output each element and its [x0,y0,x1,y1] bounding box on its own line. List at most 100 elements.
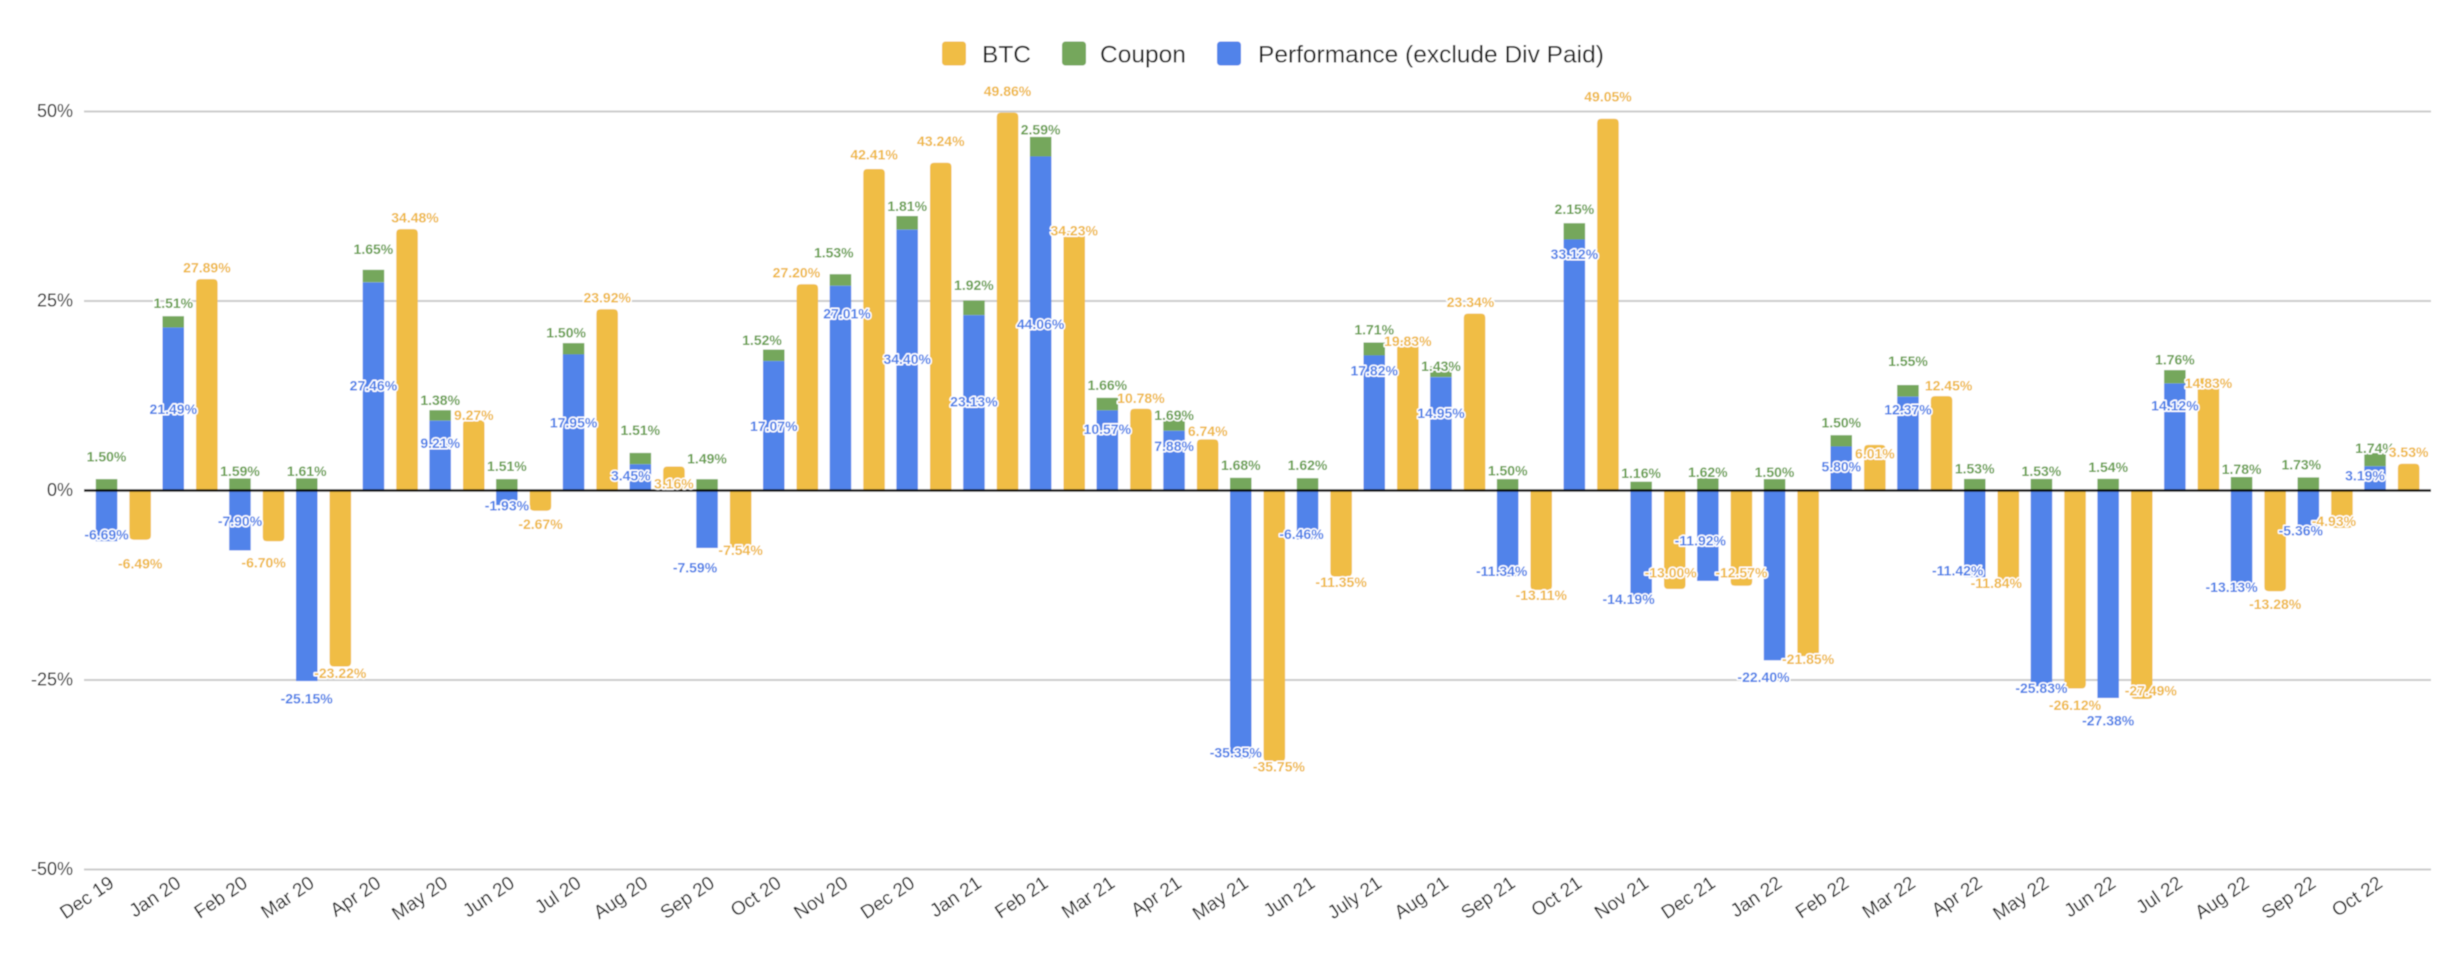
svg-text:-5.36%: -5.36% [2279,522,2324,538]
svg-text:7.88%: 7.88% [1154,438,1194,454]
svg-text:3.53%: 3.53% [2389,444,2429,460]
svg-text:1.65%: 1.65% [354,241,394,257]
svg-text:-13.13%: -13.13% [2206,579,2259,595]
svg-text:14.83%: 14.83% [2185,375,2233,391]
svg-text:-6.49%: -6.49% [118,555,163,571]
svg-text:1.54%: 1.54% [2088,459,2128,475]
svg-text:1.50%: 1.50% [1755,464,1795,480]
svg-text:-12.57%: -12.57% [1715,565,1768,581]
svg-text:5.80%: 5.80% [1821,459,1861,475]
svg-text:2.59%: 2.59% [1021,122,1061,138]
svg-text:50%: 50% [37,101,73,121]
svg-text:1.55%: 1.55% [1888,353,1928,369]
svg-text:6.01%: 6.01% [1855,446,1895,462]
svg-text:-2.67%: -2.67% [518,516,563,532]
svg-text:Performance (exclude Div Paid): Performance (exclude Div Paid) [1258,42,1604,69]
svg-text:12.37%: 12.37% [1884,402,1932,418]
svg-text:34.48%: 34.48% [391,210,439,226]
svg-text:1.53%: 1.53% [814,245,854,261]
svg-text:BTC: BTC [982,42,1031,69]
svg-text:-26.12%: -26.12% [2049,697,2102,713]
svg-text:1.50%: 1.50% [1488,462,1528,478]
svg-text:12.45%: 12.45% [1925,378,1973,394]
svg-text:19.83%: 19.83% [1384,333,1432,349]
svg-text:1.50%: 1.50% [87,449,127,465]
svg-text:1.59%: 1.59% [220,463,260,479]
svg-text:21.49%: 21.49% [150,401,198,417]
svg-text:23.34%: 23.34% [1447,294,1495,310]
svg-text:1.38%: 1.38% [420,392,460,408]
svg-text:-11.35%: -11.35% [1315,574,1367,590]
svg-text:-7.54%: -7.54% [718,542,763,558]
svg-text:14.12%: 14.12% [2151,397,2199,413]
svg-text:23.92%: 23.92% [583,290,631,306]
svg-text:-25.83%: -25.83% [2015,680,2068,696]
svg-text:1.43%: 1.43% [1421,358,1461,374]
svg-text:-25.15%: -25.15% [281,691,334,707]
svg-text:1.92%: 1.92% [954,277,994,293]
svg-text:-21.85%: -21.85% [1782,651,1835,667]
svg-text:6.74%: 6.74% [1188,423,1228,439]
svg-text:10.57%: 10.57% [1084,421,1132,437]
svg-text:-1.93%: -1.93% [485,498,530,514]
svg-text:3.19%: 3.19% [2345,468,2385,484]
svg-text:1.74%: 1.74% [2355,440,2395,456]
svg-text:1.66%: 1.66% [1087,377,1127,393]
svg-text:27.01%: 27.01% [823,306,871,322]
svg-text:33.12%: 33.12% [1551,246,1599,262]
svg-text:-11.84%: -11.84% [1971,575,2023,591]
svg-text:1.53%: 1.53% [1955,461,1995,477]
svg-text:44.06%: 44.06% [1017,316,1065,332]
svg-text:1.62%: 1.62% [1288,457,1328,473]
svg-text:-6.70%: -6.70% [241,555,286,571]
svg-text:3.16%: 3.16% [654,476,694,492]
svg-text:1.49%: 1.49% [687,451,727,467]
svg-text:27.20%: 27.20% [773,265,821,281]
svg-text:-4.93%: -4.93% [2312,513,2357,529]
svg-text:1.81%: 1.81% [887,198,927,214]
svg-text:25%: 25% [37,291,73,311]
svg-text:1.50%: 1.50% [546,324,586,340]
svg-text:1.50%: 1.50% [1821,414,1861,430]
svg-text:1.76%: 1.76% [2155,351,2195,367]
svg-text:-23.22%: -23.22% [314,665,367,681]
svg-text:1.53%: 1.53% [2022,463,2062,479]
svg-text:-27.49%: -27.49% [2125,682,2178,698]
svg-text:-35.75%: -35.75% [1253,758,1306,774]
svg-text:0%: 0% [47,480,73,500]
svg-text:1.51%: 1.51% [153,295,193,311]
svg-text:-13.28%: -13.28% [2249,596,2302,612]
svg-text:2.15%: 2.15% [1555,201,1595,217]
svg-text:1.71%: 1.71% [1354,322,1394,338]
svg-text:1.69%: 1.69% [1154,407,1194,423]
svg-text:-7.59%: -7.59% [673,560,718,576]
svg-text:43.24%: 43.24% [917,133,965,149]
svg-text:-6.46%: -6.46% [1279,526,1324,542]
svg-text:14.95%: 14.95% [1417,405,1465,421]
svg-text:34.23%: 34.23% [1050,223,1098,239]
svg-text:1.62%: 1.62% [1688,464,1728,480]
svg-text:1.61%: 1.61% [287,463,327,479]
svg-text:9.21%: 9.21% [420,435,460,451]
svg-text:-50%: -50% [31,859,73,879]
svg-text:-27.38%: -27.38% [2082,712,2135,728]
svg-text:3.45%: 3.45% [611,467,651,483]
svg-text:17.82%: 17.82% [1350,362,1398,378]
svg-text:1.78%: 1.78% [2222,461,2262,477]
svg-text:27.46%: 27.46% [350,378,398,394]
svg-text:9.27%: 9.27% [454,407,494,423]
svg-text:49.05%: 49.05% [1584,89,1632,105]
svg-text:17.07%: 17.07% [750,418,798,434]
svg-text:1.73%: 1.73% [2281,456,2321,472]
svg-text:23.13%: 23.13% [950,394,998,410]
svg-text:1.52%: 1.52% [742,332,782,348]
svg-text:-13.00%: -13.00% [1645,565,1698,581]
svg-text:-6.69%: -6.69% [84,527,129,543]
svg-text:-14.19%: -14.19% [1603,591,1656,607]
svg-text:-11.92%: -11.92% [1675,533,1727,549]
svg-text:1.51%: 1.51% [487,458,527,474]
svg-text:-13.11%: -13.11% [1516,587,1568,603]
svg-text:10.78%: 10.78% [1117,390,1165,406]
svg-text:27.89%: 27.89% [183,260,231,276]
svg-text:-25%: -25% [31,670,73,690]
